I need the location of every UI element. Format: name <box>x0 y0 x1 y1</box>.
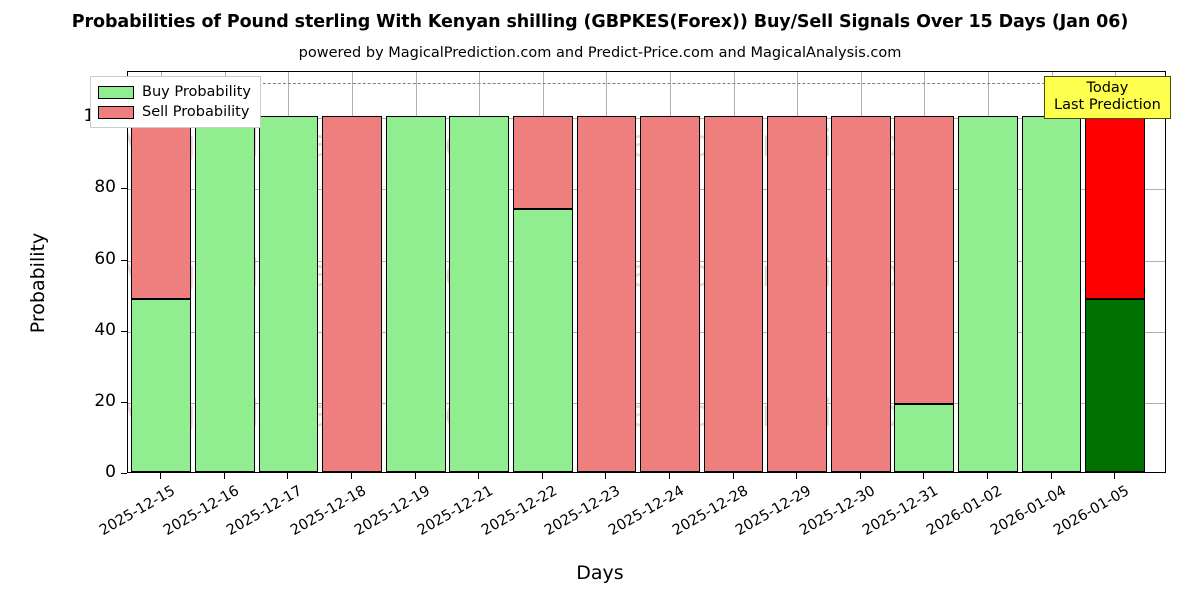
y-tick-mark <box>121 188 127 190</box>
bar-segment-sell <box>1085 116 1145 300</box>
bar-segment-buy <box>194 116 255 472</box>
y-tick-mark <box>121 260 127 262</box>
x-tick-mark <box>605 473 607 479</box>
x-tick-mark <box>860 473 862 479</box>
bar-segment-buy <box>894 404 955 472</box>
bar-2025-12-22[interactable] <box>512 72 573 472</box>
y-tick-mark <box>121 402 127 404</box>
x-tick-mark <box>987 473 989 479</box>
x-tick-mark <box>478 473 480 479</box>
x-tick-mark <box>1051 473 1053 479</box>
bar-2025-12-17[interactable] <box>258 72 319 472</box>
y-tick-label: 20 <box>94 390 116 411</box>
bar-segment-buy <box>1021 116 1082 472</box>
bar-2025-12-23[interactable] <box>576 72 637 472</box>
x-tick-mark <box>351 473 353 479</box>
today-annotation-line1: Today <box>1086 80 1129 96</box>
bar-2025-12-30[interactable] <box>830 72 891 472</box>
x-tick-mark <box>224 473 226 479</box>
y-tick-mark <box>121 331 127 333</box>
legend-swatch-buy-icon <box>98 85 134 99</box>
x-tick-mark <box>669 473 671 479</box>
chart-legend: Buy Probability Sell Probability <box>90 76 261 128</box>
x-tick-mark <box>1114 473 1116 479</box>
chart-subtitle: powered by MagicalPrediction.com and Pre… <box>298 45 902 61</box>
bar-2026-01-05[interactable] <box>1085 72 1145 472</box>
bar-segment-buy <box>385 116 446 472</box>
y-tick-label: 60 <box>94 248 116 269</box>
x-tick-mark <box>415 473 417 479</box>
bar-segment-sell <box>131 116 192 300</box>
bar-segment-sell <box>703 116 764 472</box>
legend-item-sell: Sell Probability <box>98 102 251 122</box>
plot-area: MagicalAnalysis.comMagicalPrediction.com… <box>127 71 1166 473</box>
bar-2025-12-18[interactable] <box>322 72 382 472</box>
y-tick-mark <box>121 473 127 475</box>
bar-2025-12-15[interactable] <box>131 72 192 472</box>
bar-2025-12-29[interactable] <box>767 72 828 472</box>
bar-segment-sell <box>322 116 382 472</box>
bar-segment-sell <box>512 116 573 209</box>
legend-label-buy: Buy Probability <box>142 84 251 100</box>
x-tick-mark <box>733 473 735 479</box>
y-tick-label: 40 <box>94 319 116 340</box>
bar-2025-12-31[interactable] <box>894 72 955 472</box>
x-tick-mark <box>160 473 162 479</box>
x-tick-mark <box>796 473 798 479</box>
today-annotation-line2: Last Prediction <box>1054 97 1161 114</box>
bar-2026-01-02[interactable] <box>958 72 1018 472</box>
bar-segment-buy <box>958 116 1018 472</box>
bar-2025-12-19[interactable] <box>385 72 446 472</box>
legend-swatch-sell-icon <box>98 105 134 119</box>
bar-segment-buy <box>131 299 192 472</box>
x-tick-mark <box>287 473 289 479</box>
bar-segment-buy <box>512 208 573 472</box>
bar-2025-12-24[interactable] <box>640 72 700 472</box>
x-tick-mark <box>923 473 925 479</box>
chart-title: Probabilities of Pound sterling With Ken… <box>71 12 1129 32</box>
today-annotation: Today Last Prediction <box>1044 76 1171 120</box>
bar-segment-sell <box>576 116 637 472</box>
bar-segment-buy <box>1085 299 1145 472</box>
bar-segment-sell <box>640 116 700 472</box>
bar-segment-sell <box>830 116 891 472</box>
bar-segment-sell <box>767 116 828 472</box>
bar-2025-12-16[interactable] <box>194 72 255 472</box>
legend-label-sell: Sell Probability <box>142 104 250 120</box>
threshold-dashed-line <box>128 82 1165 84</box>
bar-2025-12-21[interactable] <box>449 72 510 472</box>
x-axis-title: Days <box>576 562 624 584</box>
bar-segment-buy <box>449 116 510 472</box>
legend-item-buy: Buy Probability <box>98 82 251 102</box>
y-axis-title: Probability <box>27 232 49 334</box>
bar-2026-01-04[interactable] <box>1021 72 1082 472</box>
bar-segment-buy <box>258 116 319 472</box>
bar-segment-sell <box>894 116 955 405</box>
y-tick-label: 0 <box>105 462 116 482</box>
x-tick-mark <box>542 473 544 479</box>
bar-2025-12-28[interactable] <box>703 72 764 472</box>
y-tick-label: 80 <box>94 177 116 198</box>
